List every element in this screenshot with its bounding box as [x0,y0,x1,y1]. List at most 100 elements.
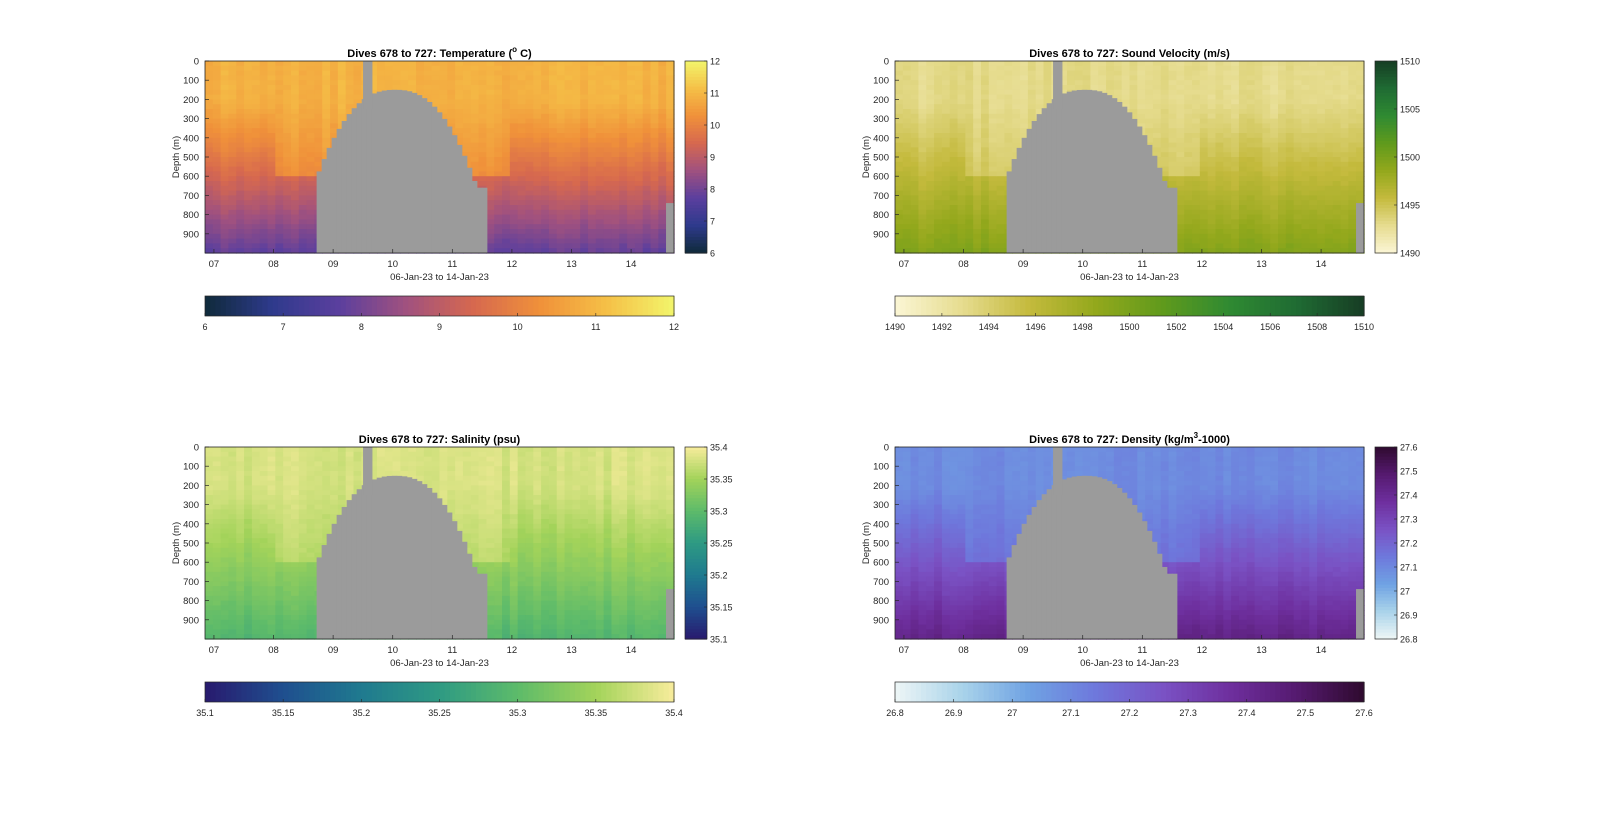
heatmap-cell [580,229,589,235]
heatmap-cell [1231,113,1240,120]
heatmap-cell [1184,176,1193,182]
heatmap-cell [895,200,904,206]
heatmap-cell [1199,157,1209,163]
heatmap-cell [556,214,566,220]
heatmap-cell [384,80,394,86]
heatmap-cell [369,80,378,86]
heatmap-cell [1004,104,1013,110]
heatmap-cell [478,157,487,163]
heatmap-cell [1340,219,1349,225]
heatmap-cell [494,209,503,216]
colorbar-segment [465,296,472,316]
heatmap-cell [502,161,511,168]
heatmap-cell [1317,166,1326,172]
heatmap-cell [1332,99,1342,105]
heatmap-cell [1113,65,1123,72]
heatmap-cell [290,94,300,100]
heatmap-cell [1293,89,1303,96]
heatmap-cell [1004,166,1013,172]
heatmap-cell [1246,85,1256,91]
heatmap-cell [306,128,316,134]
heatmap-cell [220,65,230,72]
heatmap-cell [941,195,951,201]
heatmap-cell [1270,243,1279,249]
heatmap-cell [627,80,636,86]
heatmap-cell [298,200,308,206]
heatmap-cell [212,85,222,91]
heatmap-cell [1207,61,1217,67]
heatmap-cell [556,109,566,115]
heatmap-cell [1168,85,1177,91]
heatmap-cell [1192,171,1201,177]
heatmap-cell [290,123,300,129]
heatmap-cell [1168,123,1177,129]
heatmap-cell [330,99,339,105]
heatmap-cell [564,200,573,206]
heatmap-cell [902,229,912,235]
heatmap-cell [408,70,417,76]
heatmap-cell [949,209,959,216]
heatmap-cell [973,161,982,168]
heatmap-cell [283,65,292,72]
heatmap-cell [1012,123,1021,129]
heatmap-cell [619,200,628,206]
heatmap-cell [1246,118,1256,124]
heatmap-cell [965,190,974,196]
colorbar-segment [668,296,675,316]
heatmap-cell [1152,142,1162,148]
heatmap-cell [1012,113,1021,120]
heatmap-cell [220,243,230,249]
heatmap-cell [290,118,300,124]
heatmap-cell [588,104,597,110]
heatmap-cell [447,99,456,105]
heatmap-cell [902,99,912,105]
heatmap-cell [1176,142,1185,148]
heatmap-cell [934,214,943,220]
heatmap-cell [1004,152,1013,158]
heatmap-cell [541,243,550,249]
heatmap-cell [949,161,959,168]
colorbar-segment [293,296,300,316]
heatmap-cell [619,109,628,115]
heatmap-cell [588,70,597,76]
heatmap-cell [283,113,292,120]
heatmap-cell [1301,190,1310,196]
heatmap-cell [220,185,230,192]
heatmap-cell [251,133,261,139]
heatmap-cell [666,171,675,177]
heatmap-cell [642,214,652,220]
heatmap-cell [502,176,511,182]
heatmap-cell [533,200,542,206]
heatmap-cell [1090,80,1099,86]
heatmap-cell [259,166,269,172]
heatmap-cell [322,61,331,67]
heatmap-cell [996,219,1006,225]
heatmap-cell [580,209,589,216]
heatmap-cell [275,171,284,177]
heatmap-cell [220,133,230,139]
heatmap-cell [1199,190,1209,196]
heatmap-cell [251,123,261,129]
heatmap-cell [1285,109,1295,115]
heatmap-cell [1184,233,1193,240]
heatmap-cell [957,185,966,192]
heatmap-cell [462,70,472,76]
heatmap-cell [416,65,425,72]
heatmap-cell [580,85,589,91]
heatmap-cell [1270,238,1279,244]
heatmap-cell [1340,142,1349,148]
heatmap-cell [478,171,487,177]
heatmap-cell [330,70,339,76]
heatmap-cell [212,147,222,153]
heatmap-cell [533,94,542,100]
seabed-block [426,101,433,254]
heatmap-cell [1098,75,1107,81]
heatmap-cell [486,152,495,158]
heatmap-cell [1231,75,1240,81]
heatmap-cell [1301,248,1310,254]
heatmap-cell [564,85,573,91]
heatmap-cell [1207,75,1217,81]
heatmap-cell [1317,214,1326,220]
colorbar-tick-label: 12 [710,57,720,67]
heatmap-cell [1246,214,1256,220]
